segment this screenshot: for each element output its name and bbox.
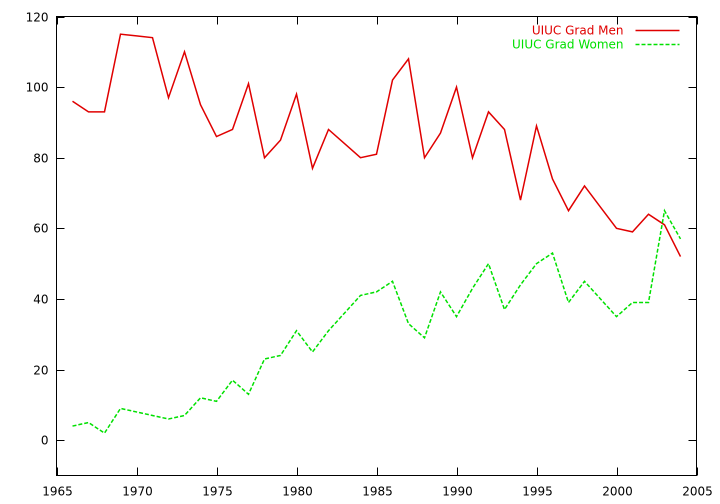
plot-frame	[56, 16, 697, 476]
y-tick-label: 20	[33, 364, 48, 378]
series-line-grad-women	[72, 208, 682, 435]
legend-label: UIUC Grad Women	[512, 38, 624, 52]
y-tick-label: 120	[26, 11, 49, 25]
x-tick-label: 1990	[442, 485, 473, 499]
x-tick-label: 1995	[522, 485, 553, 499]
x-tick-label: 1975	[202, 485, 233, 499]
y-tick-label: 80	[33, 152, 48, 166]
y-tick-label: 40	[33, 293, 48, 307]
x-tick-label: 1970	[122, 485, 153, 499]
legend-label: UIUC Grad Men	[532, 24, 624, 38]
x-tick-label: 1985	[362, 485, 393, 499]
series-lines	[72, 33, 682, 435]
axis-ticks: 1965 1970 1975 1980 1985 1990 1995 2000 2005 0 20 4…	[26, 11, 713, 499]
y-tick-label: 60	[33, 222, 48, 236]
y-tick-label: 0	[41, 434, 49, 448]
x-tick-label: 2000	[602, 485, 633, 499]
series-line-grad-men	[72, 33, 682, 257]
x-tick-label: 1965	[42, 485, 73, 499]
y-tick-label: 100	[26, 81, 49, 95]
x-tick-label: 1980	[282, 485, 313, 499]
x-tick-label: 2005	[682, 485, 713, 499]
